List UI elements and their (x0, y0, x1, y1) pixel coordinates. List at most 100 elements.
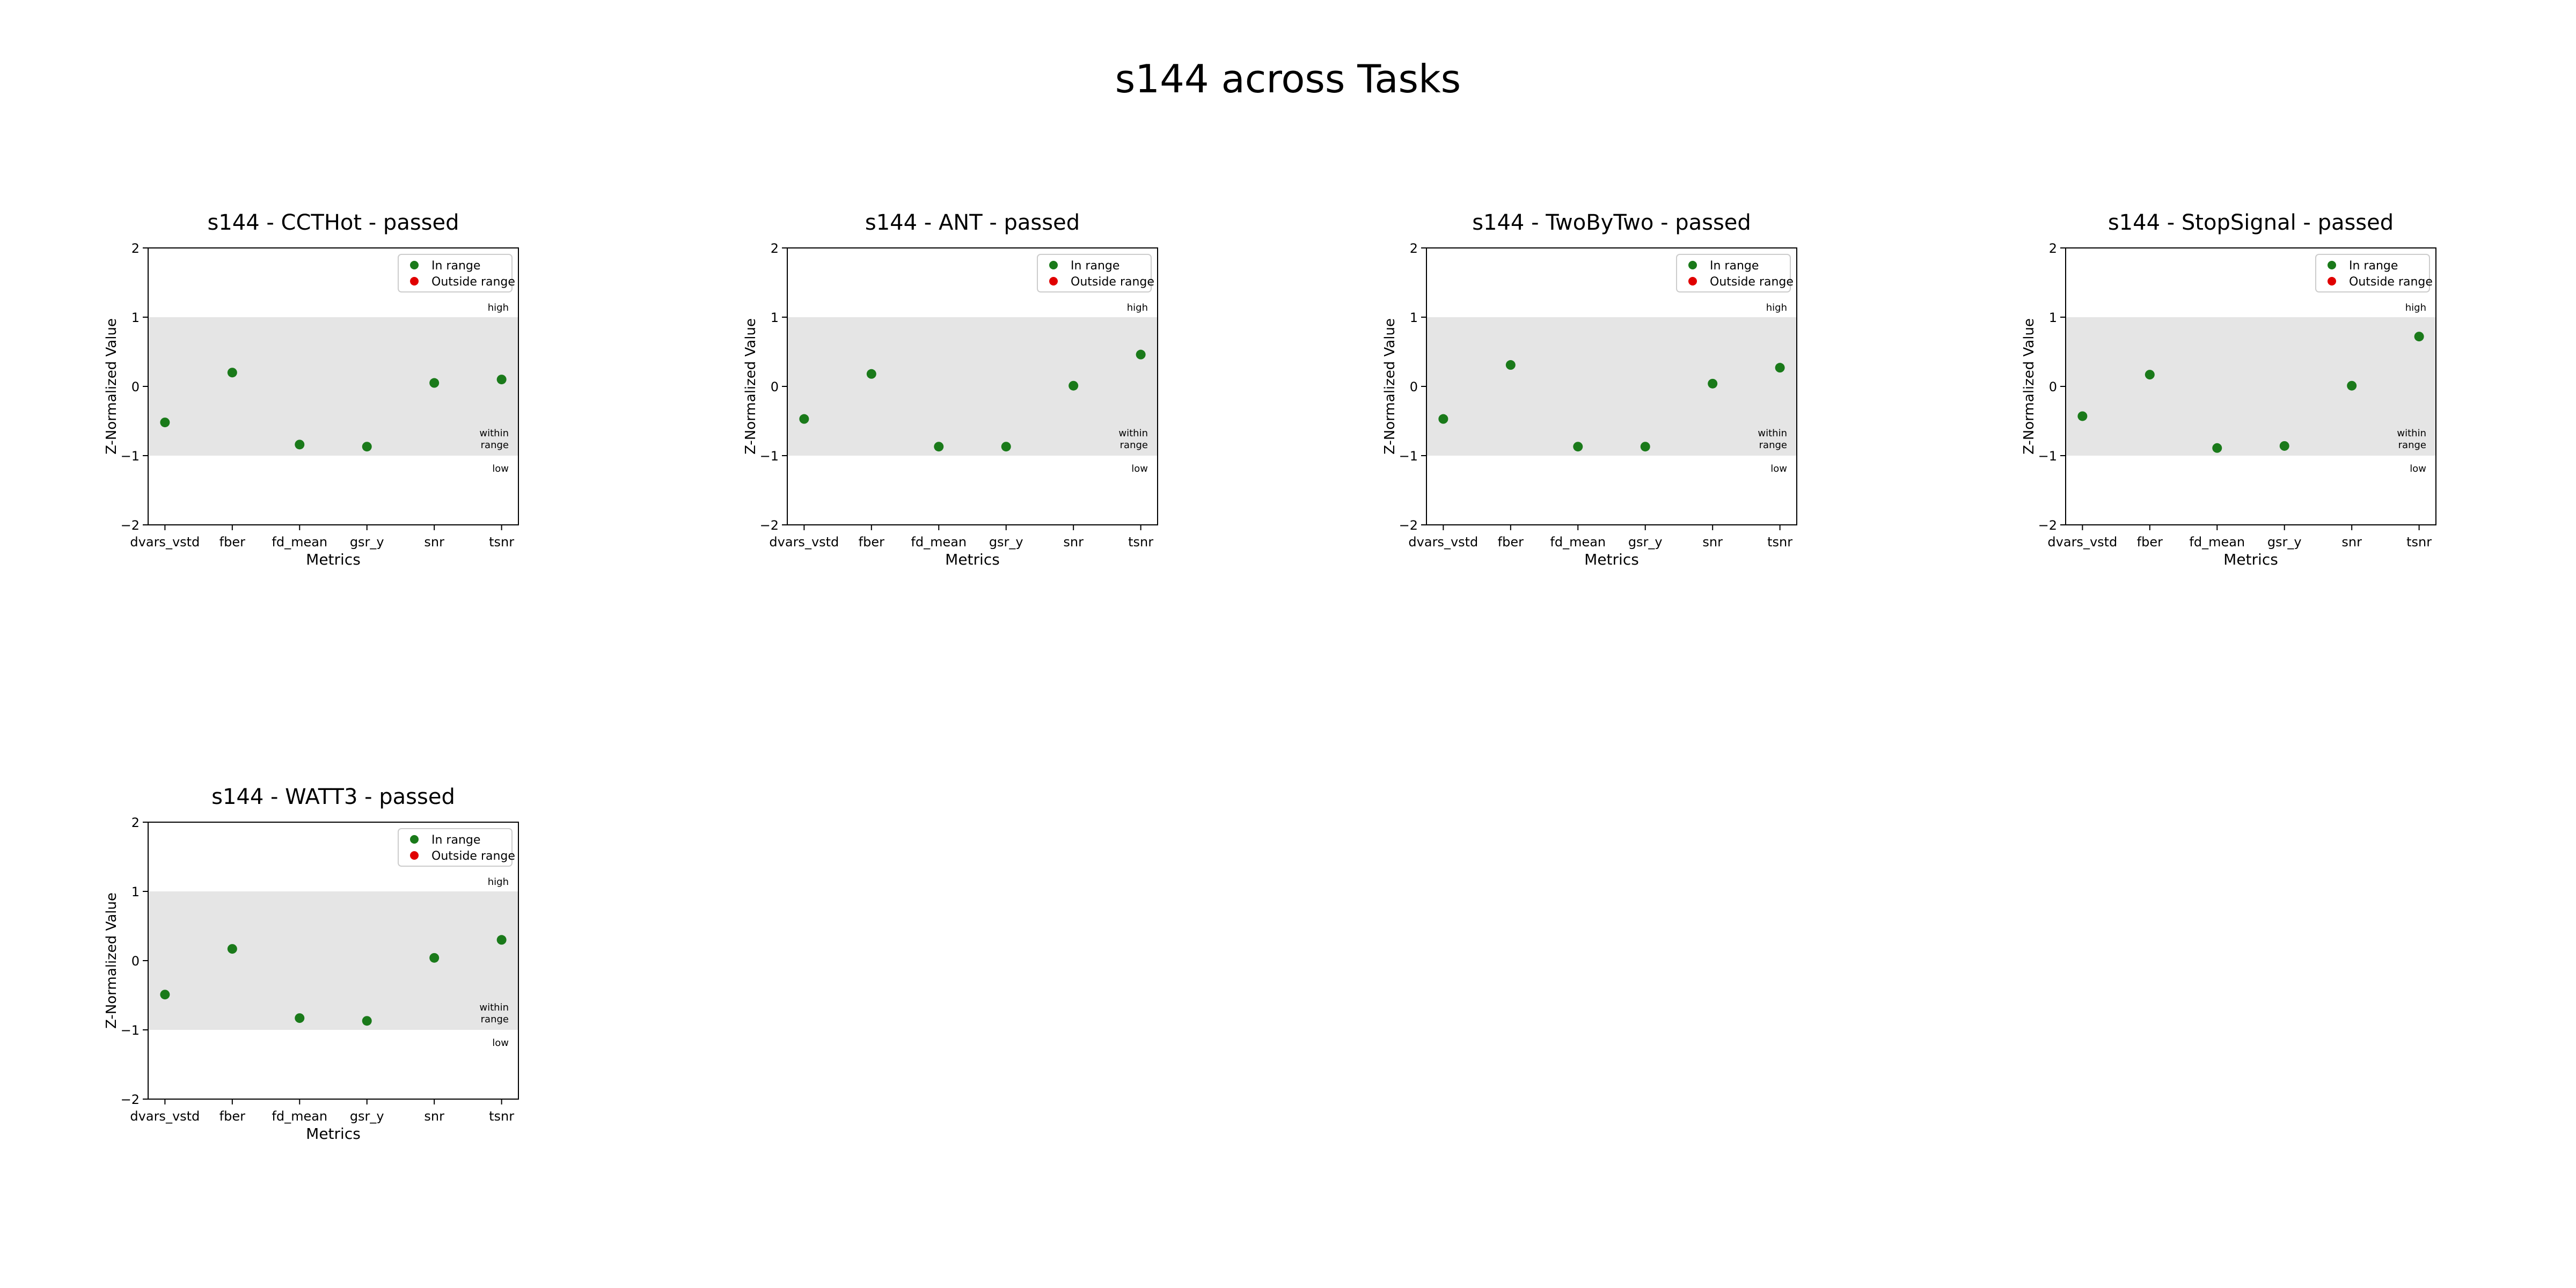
y-tick-label: −1 (1399, 449, 1418, 464)
x-tick-label: dvars_vstd (2047, 535, 2117, 550)
y-tick-label: 1 (131, 884, 140, 899)
within-range-band (787, 317, 1158, 456)
legend-label-outside: Outside range (1071, 275, 1154, 289)
x-tick-label: gsr_y (350, 1109, 384, 1124)
x-tick-label: fd_mean (272, 1109, 327, 1124)
legend-marker-in-range (1688, 261, 1697, 269)
x-tick-label: snr (424, 535, 444, 550)
legend-label-in-range: In range (1710, 259, 1759, 273)
legend-box (1037, 254, 1152, 292)
x-tick-label: tsnr (489, 1109, 514, 1124)
x-tick-label: gsr_y (1628, 535, 1663, 550)
legend-marker-in-range (2328, 261, 2336, 269)
x-tick-label: tsnr (1128, 535, 1153, 550)
y-tick-label: −2 (2038, 518, 2057, 533)
subplot-title: s144 - ANT - passed (865, 210, 1080, 235)
y-tick-label: 0 (2049, 379, 2057, 394)
within-range-band (148, 891, 518, 1030)
subplot-title: s144 - CCTHot - passed (207, 210, 459, 235)
x-tick-label: tsnr (1767, 535, 1792, 550)
within-range-band (148, 317, 518, 456)
x-tick-label: dvars_vstd (130, 1109, 200, 1124)
subplot-title: s144 - StopSignal - passed (2108, 210, 2394, 235)
data-point (2212, 443, 2222, 453)
band-label-high: high (1127, 302, 1148, 313)
legend-marker-outside (410, 851, 419, 860)
legend-label-in-range: In range (2349, 259, 2398, 273)
data-point (227, 944, 237, 954)
x-axis-label: Metrics (306, 551, 361, 568)
y-axis-label: Z-Normalized Value (104, 318, 120, 455)
band-label-within: within (2397, 428, 2426, 439)
y-axis-label: Z-Normalized Value (104, 892, 120, 1029)
x-tick-label: fd_mean (1550, 535, 1606, 550)
band-label-high: high (2405, 302, 2426, 313)
x-tick-label: dvars_vstd (769, 535, 839, 550)
x-tick-label: gsr_y (2267, 535, 2302, 550)
y-tick-label: 1 (1410, 310, 1418, 325)
x-tick-label: snr (2341, 535, 2362, 550)
band-label-range: range (2398, 440, 2426, 451)
legend-marker-outside (1688, 277, 1697, 286)
within-range-band (2066, 317, 2436, 456)
subplot: s144 - TwoByTwo - passed 2 1 0 −1 −2 dvars_vst… (1382, 210, 1797, 568)
band-label-range: range (481, 440, 509, 451)
band-label-low: low (492, 463, 509, 474)
x-tick-label: tsnr (489, 535, 514, 550)
data-point (1708, 378, 1718, 389)
data-point (362, 1016, 372, 1026)
y-tick-label: −2 (760, 518, 779, 533)
y-tick-label: −2 (1399, 518, 1418, 533)
band-label-within: within (1118, 428, 1148, 439)
data-point (2279, 441, 2289, 451)
legend-box (398, 828, 513, 867)
x-tick-label: fd_mean (272, 535, 327, 550)
x-axis-label: Metrics (1584, 551, 1639, 568)
data-point (1573, 442, 1583, 452)
x-tick-label: tsnr (2406, 535, 2432, 550)
figure-suptitle: s144 across Tasks (1115, 56, 1461, 101)
y-tick-label: 1 (771, 310, 779, 325)
data-point (227, 368, 237, 378)
legend-label-in-range: In range (1071, 259, 1119, 273)
y-tick-label: 0 (1410, 379, 1418, 394)
data-point (496, 935, 507, 945)
band-label-high: high (1766, 302, 1787, 313)
legend-marker-in-range (1049, 261, 1058, 269)
band-label-high: high (488, 876, 509, 888)
data-point (496, 375, 507, 385)
data-point (1505, 360, 1516, 370)
data-point (1640, 442, 1650, 452)
y-tick-label: −1 (121, 449, 140, 464)
x-tick-label: gsr_y (989, 535, 1023, 550)
y-axis-label: Z-Normalized Value (743, 318, 759, 455)
y-tick-label: −2 (121, 1092, 140, 1107)
x-axis-label: Metrics (945, 551, 1000, 568)
data-point (1069, 380, 1079, 391)
legend-box (1676, 254, 1791, 292)
y-tick-label: 0 (131, 954, 140, 969)
band-label-range: range (1759, 440, 1787, 451)
x-tick-label: fber (1498, 535, 1524, 550)
y-tick-label: 1 (131, 310, 140, 325)
y-tick-label: 2 (2049, 241, 2057, 256)
legend-box (2315, 254, 2430, 292)
x-axis-label: Metrics (2223, 551, 2278, 568)
band-label-within: within (1758, 428, 1787, 439)
band-label-within: within (479, 428, 509, 439)
band-label-low: low (1770, 463, 1787, 474)
data-point (295, 440, 305, 450)
y-tick-label: 0 (131, 379, 140, 394)
subplot: s144 - ANT - passed 2 1 0 −1 −2 dvars_vstd fber… (743, 210, 1158, 568)
x-tick-label: snr (1063, 535, 1084, 550)
subplot: s144 - StopSignal - passed 2 1 0 −1 −2 dvars_v… (2021, 210, 2436, 568)
data-point (2347, 380, 2357, 391)
data-point (2145, 370, 2155, 380)
y-tick-label: 2 (771, 241, 779, 256)
data-point (1775, 363, 1785, 373)
data-point (1438, 414, 1448, 424)
x-tick-label: gsr_y (350, 535, 384, 550)
data-point (429, 953, 440, 963)
x-tick-label: fber (219, 1109, 245, 1124)
data-point (362, 442, 372, 452)
